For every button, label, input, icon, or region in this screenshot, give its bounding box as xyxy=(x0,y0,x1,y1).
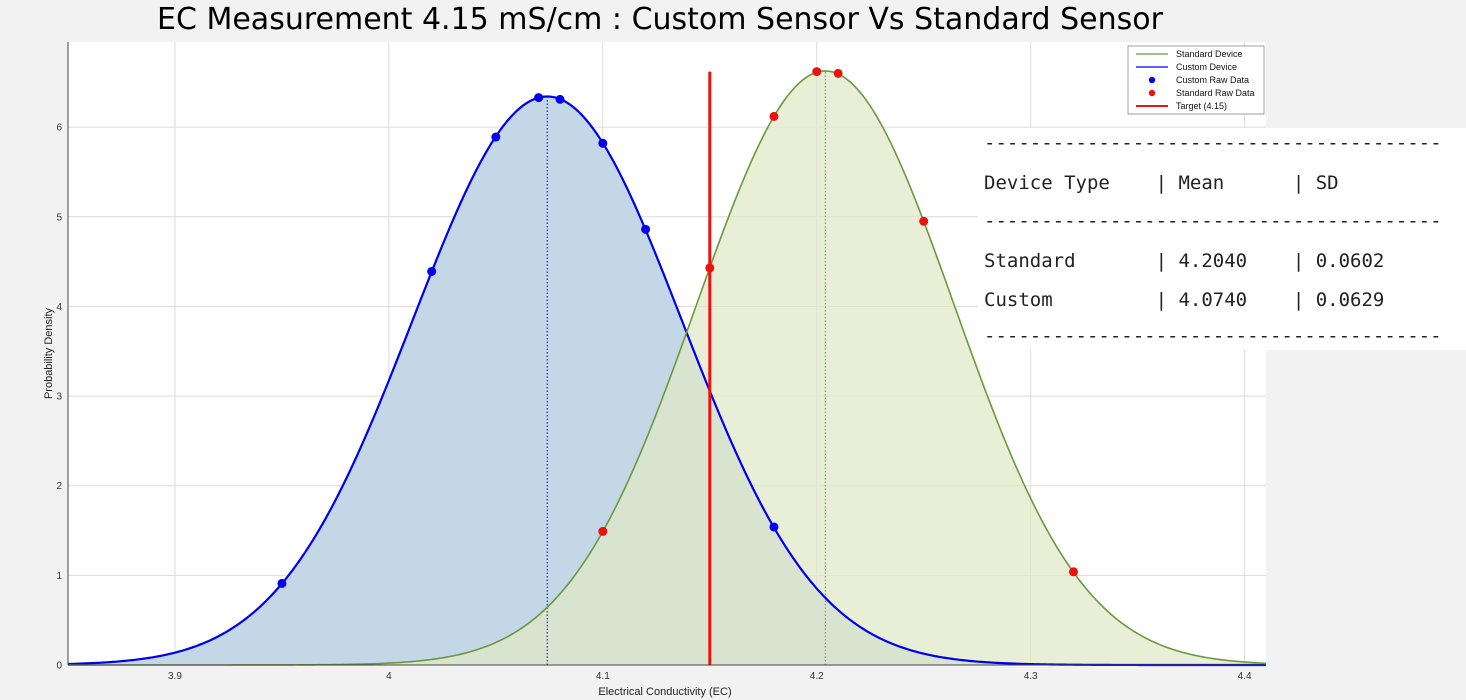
y-tick-label-6: 6 xyxy=(56,123,62,134)
legend-swatch-3 xyxy=(1148,89,1156,97)
y-tick-label-1: 1 xyxy=(56,571,62,582)
standard-device-fill xyxy=(68,70,1266,665)
standard-raw-data-point-0 xyxy=(598,526,608,536)
axes xyxy=(67,42,1266,666)
table-separator-top: ---------------------------------------- xyxy=(984,132,1442,154)
standard-raw-data-point-1 xyxy=(705,263,715,273)
table-row-standard: Standard | 4.2040 | 0.0602 xyxy=(984,250,1385,272)
legend-entry-1: Custom Device xyxy=(1176,62,1237,72)
y-tick-label-0: 0 xyxy=(56,661,62,672)
y-tick-label-4: 4 xyxy=(56,302,62,313)
x-tick-label-2: 4.1 xyxy=(596,671,610,682)
mean-lines xyxy=(546,70,826,665)
legend-entry-3: Standard Raw Data xyxy=(1176,88,1255,98)
x-tick-label-1: 4 xyxy=(386,671,392,682)
tick-labels: 3.9 4 4.1 4.2 4.3 4.4 0 1 2 3 4 5 6 xyxy=(56,123,1252,682)
custom-raw-data-point-6 xyxy=(641,224,651,234)
x-tick-label-4: 4.3 xyxy=(1024,671,1038,682)
chart-title: EC Measurement 4.15 mS/cm : Custom Senso… xyxy=(157,2,1163,37)
stats-table: ----------------------------------------… xyxy=(978,128,1466,350)
y-tick-label-3: 3 xyxy=(56,392,62,403)
custom-raw-data-point-3 xyxy=(534,93,544,103)
x-tick-label-5: 4.4 xyxy=(1238,671,1252,682)
raw-data-points xyxy=(277,67,1078,588)
y-tick-label-5: 5 xyxy=(56,212,62,223)
standard-raw-data-point-6 xyxy=(1068,567,1078,577)
density-fills xyxy=(68,70,1266,665)
y-tick-label-2: 2 xyxy=(56,481,62,492)
custom-raw-data-point-0 xyxy=(277,578,287,588)
y-axis-label: Probability Density xyxy=(43,307,55,399)
legend-swatch-2 xyxy=(1148,76,1156,84)
custom-raw-data-point-7 xyxy=(769,522,779,532)
standard-raw-data-point-2 xyxy=(769,111,779,121)
custom-raw-data-point-5 xyxy=(598,138,608,148)
legend-entry-2: Custom Raw Data xyxy=(1176,75,1249,85)
table-separator-mid: ---------------------------------------- xyxy=(984,210,1442,232)
standard-raw-data-point-5 xyxy=(919,216,929,226)
x-tick-label-0: 3.9 xyxy=(168,671,182,682)
x-tick-label-3: 4.2 xyxy=(810,671,824,682)
legend-entry-0: Standard Device xyxy=(1176,49,1243,59)
table-separator-bottom: ---------------------------------------- xyxy=(984,325,1442,347)
standard-raw-data-point-3 xyxy=(812,67,822,77)
table-row-custom: Custom | 4.0740 | 0.0629 xyxy=(984,289,1385,311)
custom-raw-data-point-2 xyxy=(491,132,501,142)
legend: Standard Device Custom Device Custom Raw D… xyxy=(1127,45,1265,115)
legend-entry-4: Target (4.15) xyxy=(1176,101,1227,111)
custom-raw-data-point-4 xyxy=(555,94,565,104)
table-header: Device Type | Mean | SD xyxy=(984,172,1339,194)
custom-device-fill xyxy=(68,96,1266,665)
standard-raw-data-point-4 xyxy=(833,68,843,78)
custom-raw-data-point-1 xyxy=(427,266,437,276)
x-axis-label: Electrical Conductivity (EC) xyxy=(598,686,731,698)
